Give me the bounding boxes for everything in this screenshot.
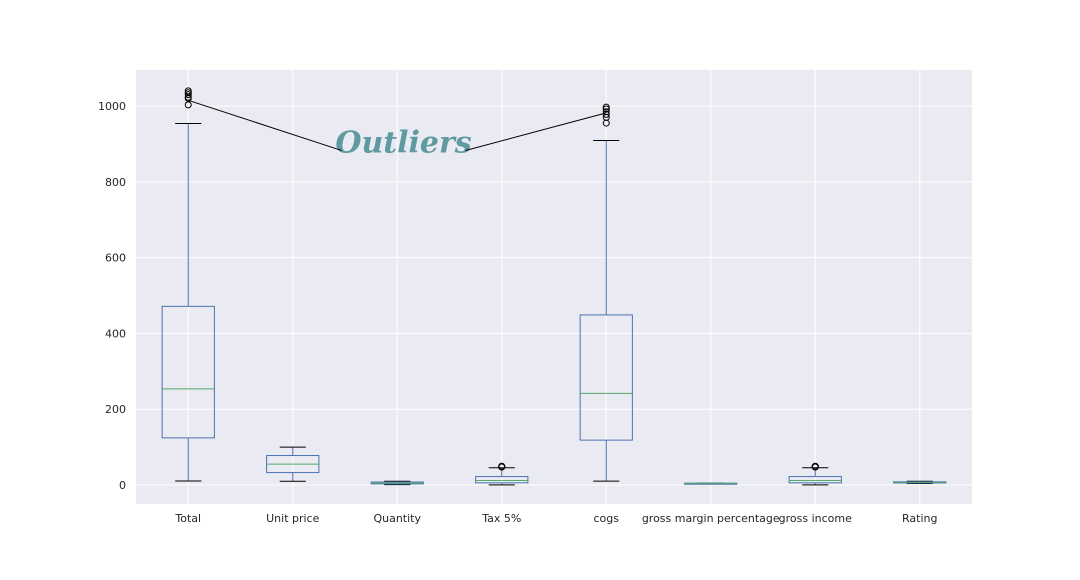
plot-background xyxy=(136,70,972,504)
outlier-point xyxy=(184,91,192,99)
box-iqr xyxy=(475,476,529,484)
outlier-point xyxy=(602,110,610,118)
x-tick-label: Rating xyxy=(902,512,937,525)
outlier-point xyxy=(602,105,610,113)
x-tick-label: Unit price xyxy=(266,512,319,525)
y-tick-label: 600 xyxy=(105,252,126,265)
box-iqr xyxy=(788,476,842,484)
x-tick-label: Quantity xyxy=(373,512,421,525)
x-tick-label: gross income xyxy=(779,512,852,525)
y-tick-label: 800 xyxy=(105,176,126,189)
annotation-arrow xyxy=(188,99,342,151)
outlier-point xyxy=(811,462,819,470)
y-tick-label: 1000 xyxy=(98,100,126,113)
outlier-point xyxy=(602,103,610,111)
box-iqr xyxy=(579,314,633,441)
x-tick-label: Total xyxy=(174,512,201,525)
x-tick-label: Tax 5% xyxy=(481,512,521,525)
annotation-arrow xyxy=(465,112,607,151)
box-iqr xyxy=(161,305,215,439)
outlier-point xyxy=(184,87,192,95)
y-tick-label: 200 xyxy=(105,403,126,416)
outlier-point xyxy=(184,89,192,97)
x-tick-label: gross margin percentage xyxy=(642,512,780,525)
y-tick-label: 400 xyxy=(105,327,126,340)
outlier-point xyxy=(602,108,610,116)
x-tick-label: cogs xyxy=(594,512,620,525)
annotation-label: Outliers xyxy=(335,125,471,160)
y-tick-label: 0 xyxy=(119,479,126,492)
outlier-point xyxy=(498,462,506,470)
